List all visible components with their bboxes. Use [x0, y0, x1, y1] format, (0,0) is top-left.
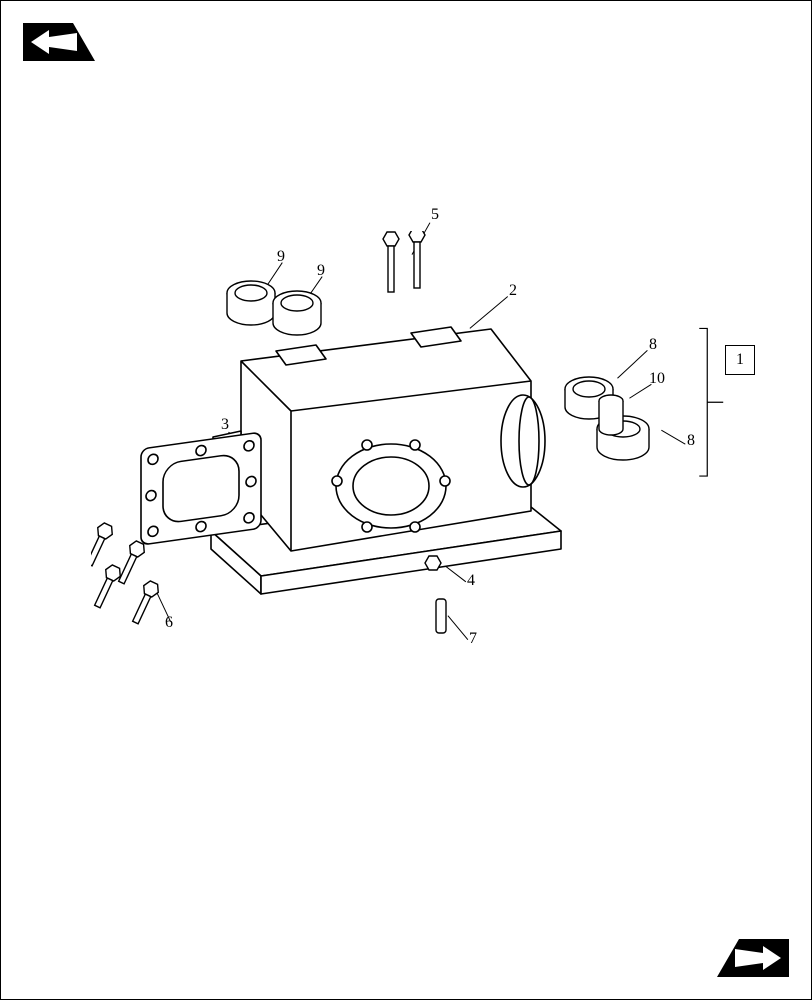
callout-ref-5: 5: [431, 207, 439, 223]
page-frame: 1 2 3 4 5 6 7 8 8 9 9 10: [0, 0, 812, 1000]
callout-ref-1: 1: [725, 345, 755, 375]
callout-label: 1: [736, 351, 744, 369]
exploded-view-illustration: [91, 231, 691, 671]
